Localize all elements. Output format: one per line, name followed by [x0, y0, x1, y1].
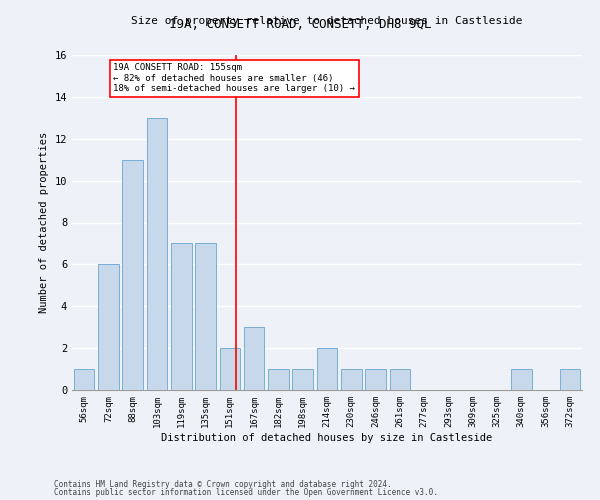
Bar — [74, 369, 94, 390]
Text: 19A, CONSETT ROAD, CONSETT, DH8 9QL: 19A, CONSETT ROAD, CONSETT, DH8 9QL — [169, 18, 431, 30]
Text: 19A CONSETT ROAD: 155sqm
← 82% of detached houses are smaller (46)
18% of semi-d: 19A CONSETT ROAD: 155sqm ← 82% of detach… — [113, 64, 355, 93]
Bar — [341, 369, 362, 390]
Title: Size of property relative to detached houses in Castleside: Size of property relative to detached ho… — [131, 16, 523, 26]
Bar — [292, 369, 313, 390]
Bar — [146, 118, 167, 390]
Bar — [195, 244, 216, 390]
Text: Contains public sector information licensed under the Open Government Licence v3: Contains public sector information licen… — [54, 488, 438, 497]
X-axis label: Distribution of detached houses by size in Castleside: Distribution of detached houses by size … — [161, 432, 493, 442]
Bar — [511, 369, 532, 390]
Bar — [244, 327, 265, 390]
Y-axis label: Number of detached properties: Number of detached properties — [39, 132, 49, 313]
Bar — [220, 348, 240, 390]
Bar — [365, 369, 386, 390]
Bar — [268, 369, 289, 390]
Bar — [389, 369, 410, 390]
Text: Contains HM Land Registry data © Crown copyright and database right 2024.: Contains HM Land Registry data © Crown c… — [54, 480, 392, 489]
Bar — [317, 348, 337, 390]
Bar — [98, 264, 119, 390]
Bar — [122, 160, 143, 390]
Bar — [171, 244, 191, 390]
Bar — [560, 369, 580, 390]
